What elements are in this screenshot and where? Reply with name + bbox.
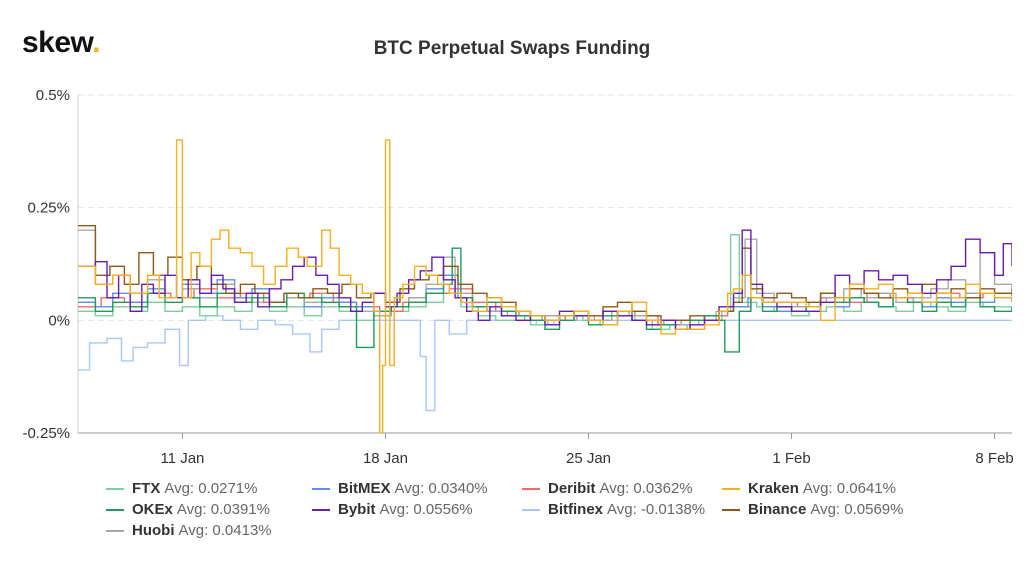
legend-item-bitfinex[interactable]: Bitfinex Avg: -0.0138% [522, 501, 705, 518]
legend-item-okex[interactable]: OKEx Avg: 0.0391% [106, 501, 270, 518]
y-tick-label: 0.5% [36, 87, 70, 104]
legend-swatch [106, 508, 124, 511]
series-line-okex [78, 247, 1012, 353]
x-tick-label: 18 Jan [363, 450, 408, 467]
legend-series-name: FTX [132, 480, 161, 497]
legend-swatch [106, 487, 124, 490]
legend-series-avg: Avg: 0.0391% [176, 501, 270, 518]
chart-title: BTC Perpetual Swaps Funding [373, 38, 651, 59]
series-lines [78, 139, 1012, 433]
legend-swatch [312, 487, 330, 490]
legend-item-deribit[interactable]: Deribit Avg: 0.0362% [522, 480, 693, 497]
legend-series-name: OKEx [132, 501, 173, 518]
legend-series-name: Huobi [132, 522, 175, 539]
series-line-kraken [78, 139, 1012, 433]
legend-series-avg: Avg: 0.0641% [802, 480, 896, 497]
legend-series-avg: Avg: 0.0362% [599, 480, 693, 497]
legend-item-bitmex[interactable]: BitMEX Avg: 0.0340% [312, 480, 488, 497]
legend-swatch [522, 487, 540, 490]
legend-series-avg: Avg: -0.0138% [607, 501, 706, 518]
y-tick-label: -0.25% [22, 425, 70, 442]
x-tick-label: 25 Jan [566, 450, 611, 467]
legend-swatch [522, 508, 540, 511]
legend-series-name: Binance [748, 501, 807, 518]
series-line-huobi [78, 229, 1012, 326]
series-line-bitfinex [78, 315, 1012, 412]
legend-swatch [722, 487, 740, 490]
axes: 0.5% 0.25% 0% -0.25% 11 Jan 18 Jan 25 Jan 1 Feb… [22, 87, 1013, 467]
grid [78, 94, 1012, 434]
legend-series-avg: Avg: 0.0340% [394, 480, 488, 497]
legend-series-name: BitMEX [338, 480, 391, 497]
legend-series-avg: Avg: 0.0569% [810, 501, 904, 518]
legend-series-name: Bybit [338, 501, 376, 518]
legend-series-name: Kraken [748, 480, 799, 497]
x-tick-label: 11 Jan [160, 450, 204, 467]
legend-item-huobi[interactable]: Huobi Avg: 0.0413% [106, 522, 272, 539]
legend-series-avg: Avg: 0.0556% [379, 501, 473, 518]
legend-series-name: Deribit [548, 480, 596, 497]
legend-series-avg: Avg: 0.0413% [178, 522, 272, 539]
legend-series-avg: Avg: 0.0271% [164, 480, 258, 497]
x-tick-label: 1 Feb [772, 450, 810, 467]
legend-series-name: Bitfinex [548, 501, 604, 518]
legend-item-kraken[interactable]: Kraken Avg: 0.0641% [722, 480, 896, 497]
legend-swatch [106, 529, 124, 532]
legend-swatch [722, 508, 740, 511]
series-line-bybit [78, 229, 1012, 330]
skew-logo: skew. [22, 26, 101, 59]
y-tick-label: 0% [48, 312, 70, 329]
legend-item-binance[interactable]: Binance Avg: 0.0569% [722, 501, 904, 518]
legend-swatch [312, 508, 330, 511]
legend-item-ftx[interactable]: FTX Avg: 0.0271% [106, 480, 257, 497]
legend-item-bybit[interactable]: Bybit Avg: 0.0556% [312, 501, 473, 518]
x-tick-label: 8 Feb [975, 450, 1013, 467]
y-tick-label: 0.25% [27, 200, 70, 217]
